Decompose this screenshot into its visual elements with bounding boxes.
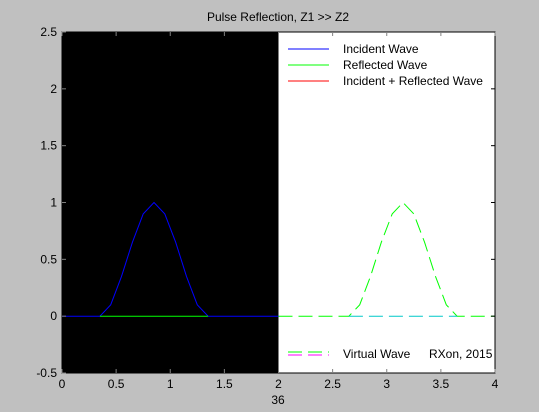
legend-label-0: Incident Wave — [343, 42, 419, 56]
x-tick-label: 2 — [275, 377, 282, 391]
series-line-0 — [62, 201, 279, 317]
legend2-label: Virtual Wave — [343, 347, 411, 361]
y-tick-label: 2 — [50, 82, 57, 96]
credit-annotation: RXon, 2015 — [429, 347, 493, 361]
y-tick-label: -0.5 — [36, 366, 57, 380]
chart-title: Pulse Reflection, Z1 >> Z2 — [207, 10, 349, 24]
x-tick-label: 3 — [383, 377, 390, 391]
y-tick-label: 0 — [50, 309, 57, 323]
y-tick-label: 2.5 — [40, 25, 57, 39]
x-tick-label: 3.5 — [433, 377, 450, 391]
legend-label-2: Incident + Reflected Wave — [343, 74, 483, 88]
x-tick-label: 1 — [167, 377, 174, 391]
x-tick-label: 0.5 — [108, 377, 125, 391]
axis-ticks: 0 0.5 1 1.5 2 2.5 3 3.5 4-0.500.511.522.5 — [36, 25, 498, 391]
legend-virtual-wave: Virtual Wave RXon, 2015 — [288, 347, 493, 361]
x-axis-label: 36 — [271, 393, 285, 407]
legend-label-1: Reflected Wave — [343, 58, 428, 72]
x-tick-label: 1.5 — [216, 377, 233, 391]
plot-series — [62, 201, 495, 317]
y-tick-label: 1.5 — [40, 139, 57, 153]
x-tick-label: 4 — [492, 377, 499, 391]
y-tick-label: 0.5 — [40, 252, 57, 266]
y-tick-label: 1 — [50, 196, 57, 210]
region-0 — [62, 32, 279, 373]
x-tick-label: 2.5 — [324, 377, 341, 391]
legend: Incident Wave Reflected Wave Incident + Re… — [288, 42, 483, 88]
series-line-3 — [278, 201, 495, 317]
x-tick-label: 0 — [59, 377, 66, 391]
